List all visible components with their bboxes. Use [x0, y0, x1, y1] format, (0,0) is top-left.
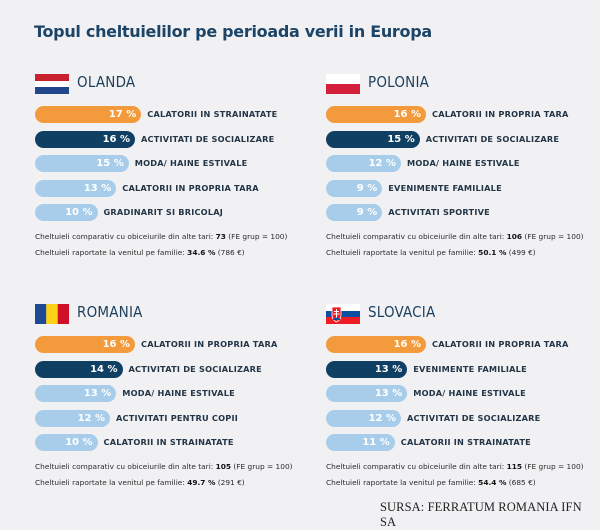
bar-category-label: CALATORII IN PROPRIA TARA [122, 182, 259, 193]
bar-category-label: MODA/ HAINE ESTIVALE [122, 388, 235, 398]
note-text: Cheltuieli raportate la venitul pe famil… [326, 248, 479, 257]
bar-category-label: ACTIVITATI PENTRU COPII [116, 412, 238, 423]
bar: 16 % [326, 336, 426, 353]
note-value: 115 [506, 462, 523, 471]
note-value: 105 [215, 462, 232, 471]
note-text: Cheltuieli comparativ cu obiceiurile din… [326, 462, 507, 471]
bar-category-label: CALATORII IN STRAINATATE [103, 437, 234, 447]
bar: 11 % [326, 434, 395, 451]
note-suffix: (291 €) [215, 478, 245, 487]
panel-romania: ROMANIA 16 % CALATORII IN PROPRIA TARA 14 %… [35, 292, 310, 492]
note-value: 54.4 % [478, 478, 507, 487]
income-note: Cheltuieli raportate la venitul pe famil… [326, 478, 536, 487]
bar-category-label: CALATORII IN PROPRIA TARA [432, 109, 569, 119]
panel-olanda: OLANDA 17 % CALATORII IN STRAINATATE 16 % AC… [35, 62, 310, 262]
bar-category-label: CALATORII IN PROPRIA TARA [432, 339, 569, 349]
income-note: Cheltuieli raportate la venitul pe famil… [326, 248, 536, 257]
bar-category-label: MODA/ HAINE ESTIVALE [134, 158, 248, 168]
bar: 13 % [326, 360, 408, 378]
page-title: Topul cheltuielilor pe perioada verii in… [34, 22, 432, 41]
bar: 13 % [35, 179, 117, 197]
bar: 16 % [35, 130, 135, 148]
panel-polonia: POLONIA 16 % CALATORII IN PROPRIA TARA 15 %… [326, 62, 600, 262]
country-name: SLOVACIA [368, 303, 436, 321]
bar: 16 % [326, 106, 426, 123]
bar-category-label: CALATORII IN STRAINATATE [147, 109, 278, 119]
income-note: Cheltuieli raportate la venitul pe famil… [35, 248, 245, 257]
country-name: ROMANIA [77, 303, 143, 321]
note-suffix: (786 €) [215, 248, 245, 257]
bar: 12 % [35, 409, 110, 427]
bar: 9 % [326, 204, 383, 221]
compare-note: Cheltuieli comparativ cu obiceiurile din… [35, 232, 287, 241]
bar: 16 % [35, 336, 135, 353]
bar: 13 % [326, 385, 408, 402]
slovakia-flag-icon [326, 304, 360, 324]
bar: 17 % [35, 106, 142, 123]
source-note: SURSA: FERRATUM ROMANIA IFN SA [380, 500, 582, 529]
bar: 12 % [326, 155, 401, 172]
panel-slovacia: SLOVACIA 16 % CALATORII IN PROPRIA TARA 13 … [326, 292, 600, 492]
compare-note: Cheltuieli comparativ cu obiceiurile din… [326, 232, 584, 241]
netherlands-flag-icon [35, 74, 69, 94]
note-value: 34.6 % [187, 248, 216, 257]
bar: 10 % [35, 434, 98, 451]
bar-category-label: ACTIVITATI DE SOCIALIZARE [425, 133, 560, 144]
country-name: OLANDA [77, 73, 136, 91]
note-suffix: (FE grup = 100) [225, 232, 288, 241]
bar: 10 % [35, 204, 98, 221]
bar: 9 % [326, 179, 383, 197]
note-text: Cheltuieli raportate la venitul pe famil… [35, 478, 188, 487]
note-suffix: (FE grup = 100) [231, 462, 293, 471]
compare-note: Cheltuieli comparativ cu obiceiurile din… [326, 462, 584, 471]
bar-category-label: CALATORII IN STRAINATATE [400, 437, 531, 447]
bar-category-label: EVENIMENTE FAMILIALE [388, 182, 502, 193]
note-value: 49.7 % [187, 478, 216, 487]
bar: 15 % [35, 155, 129, 172]
compare-note: Cheltuieli comparativ cu obiceiurile din… [35, 462, 293, 471]
bar-category-label: MODA/ HAINE ESTIVALE [407, 158, 520, 168]
note-suffix: (FE grup = 100) [522, 232, 584, 241]
romania-flag-icon [35, 304, 69, 324]
note-text: Cheltuieli raportate la venitul pe famil… [35, 248, 188, 257]
bar: 12 % [326, 409, 401, 427]
note-suffix: (FE grup = 100) [522, 462, 584, 471]
bar: 13 % [35, 385, 117, 402]
bar-category-label: GRADINARIT SI BRICOLAJ [103, 207, 224, 217]
bar: 15 % [326, 130, 420, 148]
bar-category-label: ACTIVITATI DE SOCIALIZARE [128, 363, 262, 374]
note-suffix: (685 €) [506, 478, 536, 487]
note-text: Cheltuieli comparativ cu obiceiurile din… [326, 232, 507, 241]
note-text: Cheltuieli comparativ cu obiceiurile din… [35, 462, 216, 471]
note-text: Cheltuieli comparativ cu obiceiurile din… [35, 232, 216, 241]
note-value: 50.1 % [478, 248, 507, 257]
note-value: 106 [506, 232, 523, 241]
bar-category-label: MODA/ HAINE ESTIVALE [413, 388, 526, 398]
note-text: Cheltuieli raportate la venitul pe famil… [326, 478, 479, 487]
bar-category-label: EVENIMENTE FAMILIALE [413, 363, 527, 374]
bar-category-label: ACTIVITATI DE SOCIALIZARE [141, 133, 275, 144]
income-note: Cheltuieli raportate la venitul pe famil… [35, 478, 245, 487]
poland-flag-icon [326, 74, 360, 94]
bar-category-label: CALATORII IN PROPRIA TARA [141, 339, 278, 349]
note-value: 73 [215, 232, 226, 241]
country-name: POLONIA [368, 73, 430, 91]
bar-category-label: ACTIVITATI DE SOCIALIZARE [407, 412, 541, 423]
bar-category-label: ACTIVITATI SPORTIVE [388, 207, 490, 217]
note-suffix: (499 €) [506, 248, 536, 257]
bar: 14 % [35, 360, 123, 378]
